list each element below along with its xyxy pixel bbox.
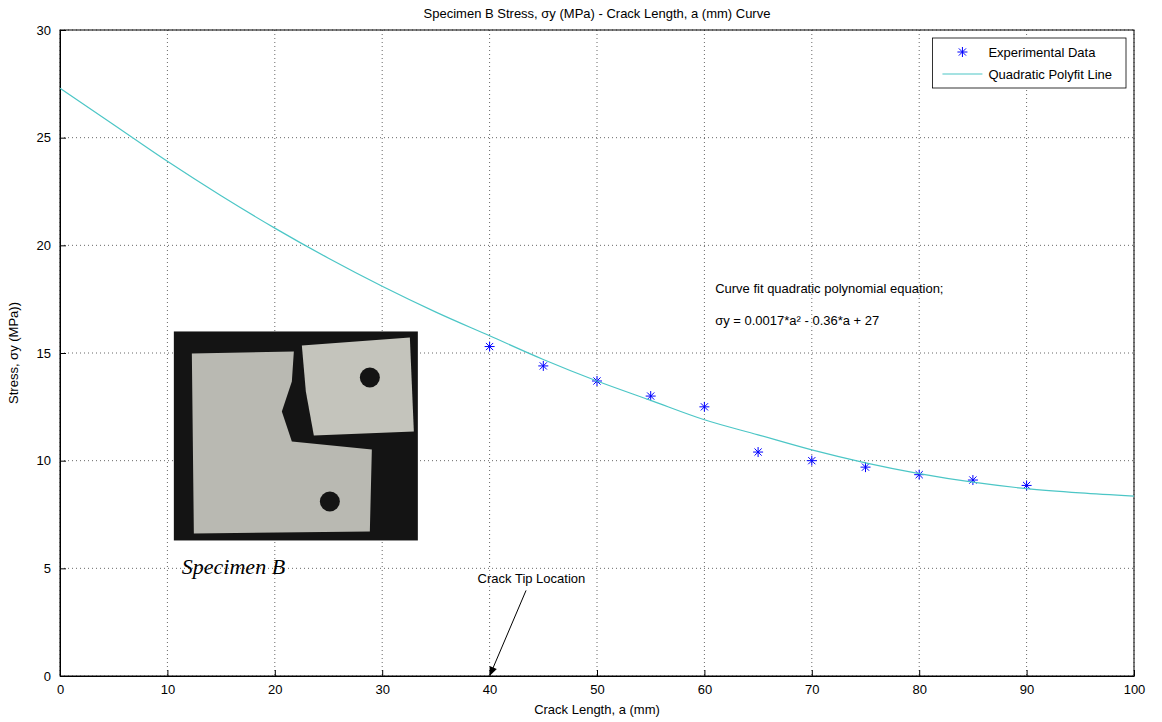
legend: Experimental Data Quadratic Polyfit Line [932,38,1126,88]
annotation: Crack Tip Location [478,571,586,586]
y-axis-tick-label: 30 [37,23,51,38]
data-point [807,456,817,466]
plot-background [60,30,1134,676]
y-axis-tick-mark [60,245,66,246]
x-axis-tick-mark [919,670,920,676]
x-axis-title: Crack Length, a (mm) [534,702,660,717]
y-axis-tick-label: 15 [37,346,51,361]
y-axis-tick: 5 [44,561,66,576]
y-axis-tick-mark [60,568,66,569]
plot-frame [60,30,1134,676]
x-axis-tick: 60 [698,670,712,697]
annotation-arrowhead [490,666,497,676]
y-axis-tick: 20 [37,238,66,253]
legend-key [957,47,967,57]
legend-label: Quadratic Polyfit Line [988,67,1112,82]
x-axis-tick-mark [275,670,276,676]
annotation: Curve fit quadratic polynomial equation; [715,281,943,296]
x-axis-tick-mark [812,670,813,676]
grid-line-x [1026,30,1027,676]
y-axis-tick: 10 [37,453,66,468]
x-axis-tick-label: 30 [375,682,389,697]
y-axis-tick: 15 [37,346,66,361]
grid-line-x [167,30,168,676]
photo-hole [360,367,380,387]
y-axis-tick-label: 25 [37,130,51,145]
x-axis-tick: 10 [161,670,175,697]
x-axis-tick-mark [1027,670,1028,676]
x-axis-tick: 50 [590,670,604,697]
x-axis-tick: 90 [1020,670,1034,697]
grid [60,30,1134,676]
legend-key [942,73,982,74]
y-axis-tick-label: 10 [37,453,51,468]
inset-caption: Specimen B [182,554,285,579]
grid-line-x [919,30,920,676]
x-axis-tick-label: 10 [161,682,175,697]
y-axis-tick-mark [60,461,66,462]
x-axis-tick-label: 40 [483,682,497,697]
data-point [485,342,495,352]
x-axis-tick: 80 [912,670,926,697]
x-axis: 0 10 20 30 40 50 60 70 80 90 100 [57,670,1145,697]
data-point [538,361,548,371]
x-axis-tick: 20 [268,670,282,697]
y-axis-tick-mark [60,138,66,139]
x-axis-tick-label: 60 [698,682,712,697]
data-point [753,447,763,457]
fit-line [60,88,1134,496]
y-axis: 0 5 10 15 20 25 30 [37,23,66,684]
x-axis-tick-mark [704,670,705,676]
data-point [699,402,709,412]
x-axis-tick-label: 0 [57,682,64,697]
grid-line-y [60,245,1134,246]
y-axis-tick: 25 [37,130,66,145]
annotation-arrow [490,590,526,674]
data-point [968,475,978,485]
x-axis-tick-mark [597,670,598,676]
legend-label: Experimental Data [988,45,1096,60]
x-axis-tick-mark [167,670,168,676]
chart: 0 10 20 30 40 50 60 70 80 90 100 0 5 10 15 20 25 30 Specim… [0,0,1162,722]
x-axis-tick-label: 90 [1020,682,1034,697]
x-axis-tick: 70 [805,670,819,697]
x-axis-tick-label: 50 [590,682,604,697]
x-axis-tick-label: 80 [912,682,926,697]
title: Specimen B Stress, σy (MPa) - Crack Leng… [424,6,771,21]
y-axis-tick-label: 20 [37,238,51,253]
photo-background [174,331,418,540]
y-axis-tick-mark [60,353,66,354]
x-axis-tick-label: 100 [1124,682,1146,697]
x-axis-tick-mark [382,670,383,676]
x-axis-tick-label: 20 [268,682,282,697]
y-axis-title: Stress, σy (MPa)) [6,302,21,404]
x-axis-tick: 30 [375,670,389,697]
annotation: σy = 0.0017*a² - 0.36*a + 27 [715,313,879,328]
photo-hole [320,491,340,511]
grid-line-y [60,137,1134,138]
specimen-photo: Specimen B [174,331,418,579]
photo-specimen-part [302,337,414,435]
y-axis-tick-label: 0 [44,669,51,684]
x-axis-tick-label: 70 [805,682,819,697]
plot: 0 10 20 30 40 50 60 70 80 90 100 0 5 10 15 20 25 30 Specim… [37,23,1146,698]
marks [60,88,1134,496]
legend-box [932,38,1126,88]
y-axis-tick-label: 5 [44,561,51,576]
